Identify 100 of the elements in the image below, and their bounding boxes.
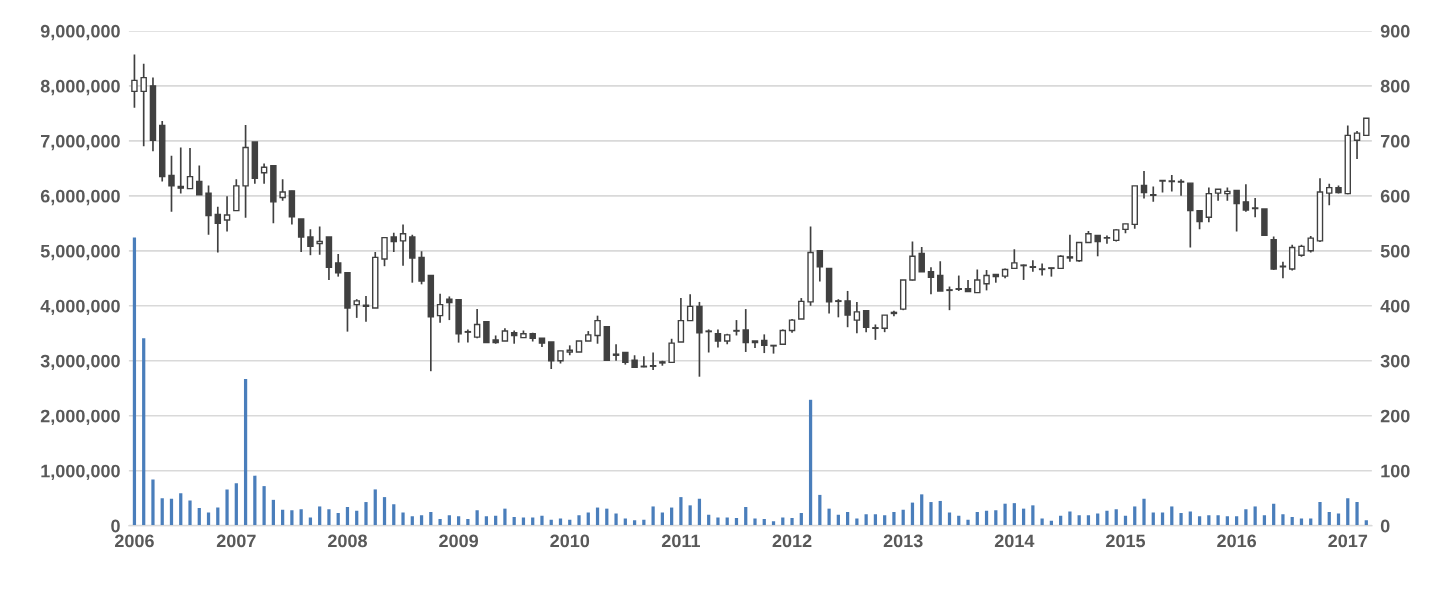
candlestick — [1196, 209, 1203, 231]
candlestick — [1066, 234, 1074, 263]
candlestick — [862, 309, 870, 334]
y-tick-label: 4,000,000 — [40, 299, 120, 316]
bar — [679, 497, 683, 526]
bar — [1346, 498, 1350, 526]
bar — [855, 518, 859, 526]
candlestick — [983, 269, 990, 292]
y2-tick-label: 200 — [1380, 409, 1410, 423]
candlestick — [1177, 178, 1185, 197]
candlestick — [446, 295, 453, 321]
x-tick-label: 2012 — [772, 534, 812, 548]
candlestick — [816, 249, 824, 283]
candlestick — [927, 266, 935, 296]
bar — [188, 500, 192, 526]
y-tick-label: 2,000,000 — [40, 409, 120, 426]
candlestick — [483, 321, 490, 344]
y-tick-label: 6,000,000 — [40, 189, 120, 206]
candlestick — [835, 298, 842, 319]
bar — [456, 516, 461, 526]
bar — [660, 512, 664, 526]
bar — [1068, 511, 1072, 526]
bar — [1318, 502, 1322, 526]
bar — [697, 498, 702, 526]
candlestick — [316, 225, 323, 256]
candlestick — [390, 231, 398, 253]
y-tick-label: 3,000,000 — [40, 354, 120, 371]
candlestick — [974, 268, 981, 294]
candlestick — [196, 164, 203, 196]
y2-tick-label: 800 — [1380, 79, 1410, 93]
bar — [1235, 516, 1239, 526]
y-tick-label: 8,000,000 — [40, 79, 120, 96]
candlestick — [436, 292, 444, 324]
x-tick-label: 2017 — [1328, 534, 1368, 548]
bar — [373, 489, 377, 526]
x-tick-label: 2016 — [1217, 534, 1257, 548]
y2-tick-label: 0 — [1380, 519, 1390, 533]
y2-tick-label: 300 — [1380, 354, 1410, 368]
x-tick-label: 2014 — [994, 534, 1035, 548]
candlestick — [1353, 130, 1361, 160]
bar — [1244, 509, 1248, 526]
bar — [1197, 516, 1202, 526]
bar — [382, 497, 387, 526]
bar — [327, 509, 331, 526]
bar — [938, 500, 942, 526]
candlestick — [705, 328, 712, 354]
bar — [401, 512, 405, 526]
candlestick — [594, 314, 601, 345]
bar — [1216, 515, 1220, 526]
bar — [947, 512, 952, 526]
candlestick — [677, 297, 685, 343]
candlestick — [1168, 174, 1176, 193]
bar — [808, 399, 813, 526]
candlestick — [946, 285, 953, 312]
y2-tick-label: 500 — [1380, 244, 1410, 258]
candlestick — [381, 236, 388, 268]
candlestick — [547, 341, 555, 370]
bar — [966, 519, 970, 526]
x-tick-label: 2007 — [216, 534, 256, 548]
bar — [614, 513, 618, 526]
bar — [1012, 503, 1016, 526]
candlestick — [1288, 243, 1296, 272]
bar — [262, 486, 266, 526]
x-tick-label: 2010 — [550, 534, 590, 548]
candlestick — [1233, 189, 1240, 233]
candlestick — [686, 293, 694, 322]
bar — [651, 506, 655, 526]
x-tick-label: 2009 — [439, 534, 479, 548]
candlestick — [1251, 197, 1259, 219]
y-tick-label: 7,000,000 — [41, 134, 120, 151]
bar — [318, 506, 322, 526]
candlestick — [668, 337, 675, 364]
bar — [503, 508, 507, 526]
candlestick — [612, 343, 620, 362]
bar — [206, 512, 211, 526]
bar — [299, 509, 303, 526]
bar — [716, 517, 720, 526]
candlestick — [1140, 170, 1148, 200]
bar — [929, 502, 933, 526]
bar — [1179, 513, 1183, 526]
y-tick-label: 5,000,000 — [40, 244, 120, 261]
candlestick — [214, 205, 222, 254]
bar — [540, 515, 544, 526]
bar — [160, 498, 164, 526]
candlestick — [1205, 186, 1213, 224]
candlestick — [1038, 262, 1046, 277]
candlestick — [1075, 241, 1083, 263]
bar — [169, 498, 174, 526]
bar — [410, 516, 414, 526]
bar — [243, 378, 248, 526]
bar — [688, 505, 692, 526]
candlestick — [742, 308, 749, 353]
candlestick — [140, 63, 147, 148]
candlestick — [186, 147, 194, 190]
candlestick — [177, 146, 184, 195]
candlestick — [1011, 248, 1018, 270]
bar — [1225, 516, 1229, 526]
bar — [1114, 509, 1118, 526]
candlestick — [473, 308, 481, 340]
bar — [1160, 512, 1165, 526]
